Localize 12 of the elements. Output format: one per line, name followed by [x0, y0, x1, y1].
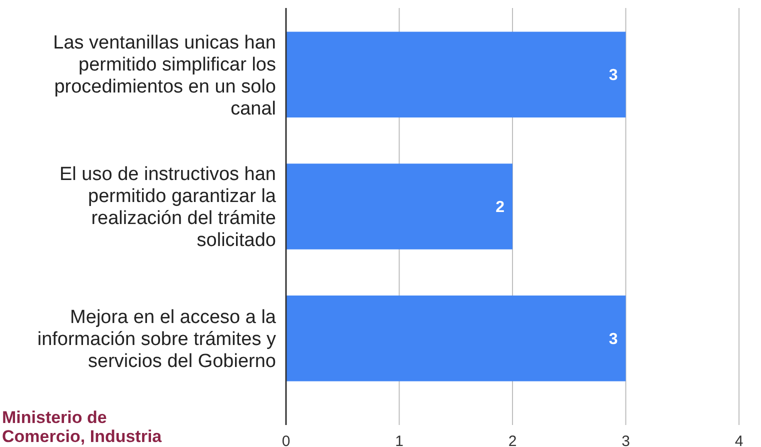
y-tick-label: Las ventanillas unicas han permitido simplificar los procedimientos en un solo canal: [53, 32, 276, 120]
data-label: 3: [608, 67, 618, 84]
data-label: 3: [608, 330, 618, 348]
data-label: 2: [496, 199, 505, 216]
x-tick-label: 4: [734, 433, 744, 447]
text: Ministerio de Comercio, Industria: [2, 408, 162, 446]
x-tick-label: 0: [282, 433, 290, 447]
x-tick-label: 1: [395, 433, 404, 447]
y-tick-label: Mejora en el acceso a la información sobre trámites y servicios del Gobierno: [37, 307, 276, 372]
y-tick-label: El uso de instructivos han permitido garantizar la realización del trámite solicitado: [59, 164, 276, 252]
x-tick-label: 3: [622, 433, 630, 447]
x-tick-label: 2: [508, 433, 517, 447]
